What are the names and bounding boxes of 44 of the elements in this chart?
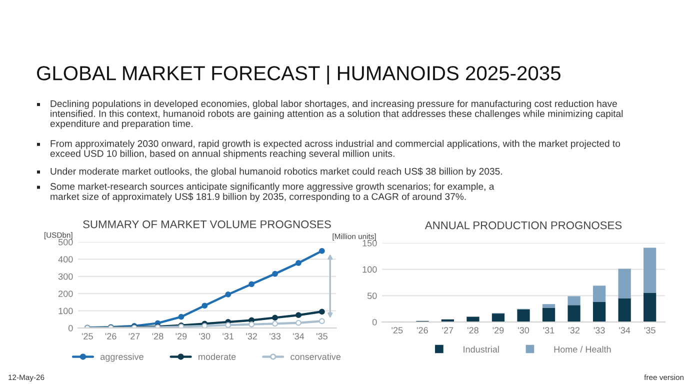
- x-tick-label: '34: [619, 327, 630, 334]
- x-tick-label: '30: [199, 333, 210, 340]
- x-tick-label: '29: [492, 327, 504, 334]
- x-tick-label: '26: [105, 333, 116, 340]
- legend-label: Home / Health: [554, 346, 611, 353]
- x-tick-label: '35: [316, 333, 328, 340]
- y-tick-label: 100: [362, 266, 377, 273]
- y-tick-label: 500: [58, 238, 73, 246]
- x-tick-label: '30: [518, 327, 530, 334]
- legend-label: Industrial: [464, 346, 499, 353]
- y-tick-label: 300: [58, 273, 73, 280]
- x-tick-label: '27: [128, 333, 140, 340]
- text: Under moderate market outlooks, the global humanoid robotics market could reach US$ 38 billion by 2035.: [50, 168, 502, 177]
- x-tick-label: '25: [392, 327, 403, 334]
- x-tick-label: '32: [246, 333, 257, 340]
- text: From approximately 2030 onward, rapid growth is expected across industrial and commercial applications, with the market projected to exceed USD 10 billion, based on annual shipments reaching several million units.: [50, 140, 620, 159]
- x-tick-label: '31: [222, 333, 234, 340]
- y-tick-label: 0: [68, 324, 73, 332]
- y-tick-label: 400: [58, 256, 73, 263]
- y-tick-label: 150: [362, 240, 377, 246]
- y-tick-label: 200: [58, 290, 73, 297]
- y-tick-label: 100: [58, 308, 73, 314]
- x-tick-label: '35: [644, 327, 656, 334]
- x-tick-label: '29: [176, 333, 187, 340]
- x-tick-label: '31: [543, 327, 554, 334]
- legend-label: conservative: [290, 353, 341, 360]
- chart-title: ANNUAL PRODUCTION PROGNOSES: [424, 221, 622, 230]
- y-tick-label: 0: [372, 318, 377, 326]
- x-tick-label: '25: [82, 333, 93, 340]
- x-tick-label: '33: [594, 327, 605, 334]
- text: Declining populations in developed economies, global labor shortages, and increasing pressure for manufacturing cost reduction have intensified. In this context, humanoid robots are gaining attention as a solution that addresses these challenges while minimizing capital expenditure and preparation time.: [50, 100, 623, 129]
- x-tick-label: '26: [417, 327, 428, 334]
- x-tick-label: '33: [270, 333, 281, 340]
- x-tick-label: '28: [152, 333, 164, 340]
- x-tick-label: '28: [468, 327, 478, 334]
- text: Some market-research sources anticipate significantly more aggressive growth scenarios; for example, a market size of approximately US$ 181.9 billion by 2035, corresponding to a CAGR of around 37%.: [50, 182, 494, 202]
- x-tick-label: '27: [442, 327, 454, 334]
- x-tick-label: '34: [293, 333, 304, 340]
- chart-title: SUMMARY OF MARKET VOLUME PROGNOSES: [83, 220, 331, 228]
- legend-label: aggressive: [100, 353, 144, 362]
- y-tick-label: 50: [367, 292, 377, 300]
- x-tick-label: '32: [568, 327, 580, 334]
- legend-label: moderate: [198, 353, 236, 360]
- text: GLOBAL MARKET FORECAST | HUMANOIDS 2025-2035: [37, 66, 560, 84]
